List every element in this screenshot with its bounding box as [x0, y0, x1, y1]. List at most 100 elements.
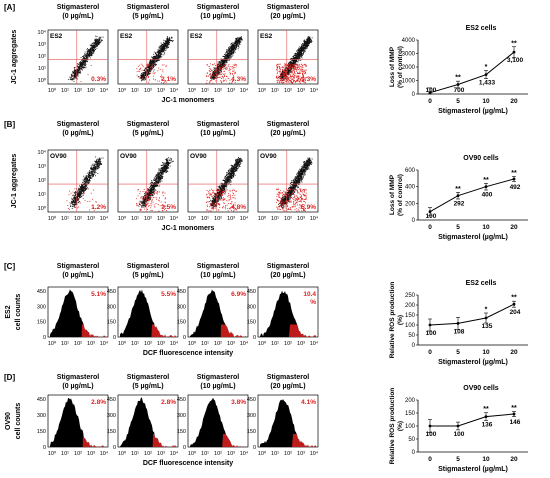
event-dot [301, 55, 303, 57]
event-dot-low-mmp [287, 79, 289, 81]
event-dot [84, 179, 86, 181]
event-dot [237, 44, 239, 45]
event-dot [158, 53, 160, 55]
event-dot [291, 58, 293, 60]
event-dot [149, 70, 151, 72]
event-dot [232, 46, 234, 48]
event-dot-low-mmp [67, 205, 69, 206]
event-dot [233, 45, 235, 47]
axis-tick-label: 10⁰ [48, 87, 57, 94]
event-dot [161, 53, 162, 55]
event-dot [73, 201, 74, 203]
event-dot [300, 48, 302, 50]
event-dot-low-mmp [285, 63, 287, 65]
event-dot [93, 42, 95, 44]
event-dot-low-mmp [165, 65, 167, 67]
event-dot-low-mmp [277, 81, 279, 83]
event-dot [99, 160, 101, 162]
event-dot [237, 46, 239, 47]
event-dot-low-mmp [222, 76, 224, 78]
event-dot-low-mmp [229, 82, 230, 84]
event-dot [79, 185, 80, 187]
event-dot [160, 51, 162, 52]
event-dot [90, 47, 92, 49]
event-dot-low-mmp [289, 76, 291, 78]
event-dot [215, 69, 217, 71]
event-dot-low-mmp [291, 72, 293, 74]
event-dot [86, 188, 87, 189]
event-dot-low-mmp [219, 64, 221, 66]
event-dot [97, 39, 99, 41]
event-dot [77, 63, 79, 65]
event-dot [83, 61, 85, 62]
event-dot [219, 63, 221, 64]
event-dot [225, 62, 227, 64]
event-dot [229, 53, 231, 55]
event-dot [218, 62, 220, 64]
event-dot [231, 49, 233, 51]
event-dot [306, 39, 307, 41]
cell-line-tag: ES2 [119, 31, 137, 40]
event-dot [143, 76, 145, 78]
event-dot [298, 55, 300, 57]
event-dot [306, 47, 308, 49]
event-dot-low-mmp [279, 66, 281, 68]
event-dot-low-mmp [293, 74, 294, 75]
event-dot [90, 44, 92, 46]
event-dot [230, 47, 231, 48]
event-dot-low-mmp [139, 70, 141, 72]
event-dot [73, 197, 75, 198]
event-dot [150, 56, 152, 58]
event-dot [90, 168, 91, 170]
event-dot [86, 184, 88, 186]
event-dot [147, 72, 149, 74]
event-dot-low-mmp [148, 81, 149, 83]
event-dot [147, 70, 149, 72]
event-dot-low-mmp [71, 198, 73, 200]
event-dot [240, 37, 241, 38]
event-dot [92, 171, 94, 173]
event-dot [302, 46, 304, 48]
event-dot [91, 54, 92, 56]
event-dot [293, 61, 295, 63]
event-dot-low-mmp [157, 70, 159, 72]
event-dot [149, 66, 151, 68]
event-dot-low-mmp [212, 73, 214, 75]
event-dot [233, 46, 235, 48]
event-dot [286, 74, 288, 75]
event-dot [151, 63, 153, 64]
event-dot-low-mmp [285, 67, 286, 69]
event-dot [288, 71, 290, 73]
event-dot [281, 77, 283, 78]
event-dot [295, 59, 297, 61]
event-dot [296, 57, 298, 59]
event-dot-low-mmp [282, 82, 284, 84]
event-dot-low-mmp [72, 194, 74, 196]
event-dot [83, 186, 84, 188]
event-dot [88, 172, 90, 174]
event-dot-low-mmp [151, 63, 153, 65]
event-dot [238, 39, 240, 41]
event-dot-low-mmp [289, 81, 291, 83]
event-dot [140, 74, 142, 76]
event-dot [91, 177, 93, 179]
event-dot [85, 60, 87, 62]
event-dot [89, 55, 91, 57]
event-dot [93, 49, 94, 50]
event-dot [68, 78, 70, 80]
event-dot [214, 70, 215, 71]
event-dot [220, 69, 222, 71]
event-dot [81, 66, 83, 68]
event-dot [168, 39, 169, 41]
event-dot [71, 202, 73, 204]
event-dot [72, 201, 73, 203]
event-dot [157, 56, 159, 58]
event-dot [309, 41, 311, 43]
event-dot-low-mmp [294, 65, 295, 66]
event-dot [92, 175, 94, 177]
event-dot [163, 47, 165, 49]
event-dot [220, 68, 222, 70]
event-dot [89, 44, 91, 46]
